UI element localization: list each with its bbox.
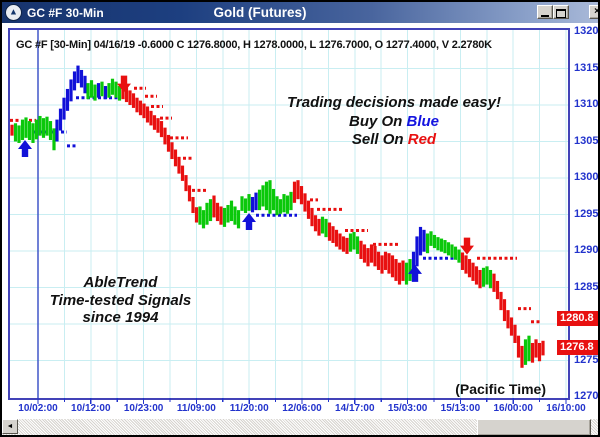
sell-arrow bbox=[117, 75, 131, 93]
annotation-line: Buy On Blue bbox=[348, 112, 440, 130]
price-axis-label: 1305 bbox=[574, 134, 599, 147]
annotation-abletrend: AbleTrend Time-tested Signals since 1994 bbox=[18, 274, 223, 327]
minimize-icon bbox=[541, 15, 549, 17]
scroll-left-icon: ◄ bbox=[6, 423, 14, 430]
time-axis-label: 15/13:00 bbox=[440, 403, 481, 414]
price-chart[interactable]: GC #F [30-Min] 04/16/19 -0.6000 C 1276.8… bbox=[8, 28, 570, 400]
sell-arrow bbox=[460, 237, 474, 255]
price-axis-label: 1320 bbox=[574, 25, 599, 37]
time-axis-label: 14/17:00 bbox=[335, 403, 375, 414]
time-axis-ticks bbox=[37, 398, 567, 404]
time-axis-label: 11/09:00 bbox=[176, 403, 216, 414]
buy-arrow bbox=[408, 264, 422, 282]
annotation-line: Trading decisions made easy! bbox=[287, 94, 501, 111]
time-axis-label: 15/03:00 bbox=[387, 403, 428, 414]
minimize-button[interactable] bbox=[537, 5, 553, 19]
price-axis-label: 1295 bbox=[574, 207, 599, 220]
time-axis-label: 10/12:00 bbox=[71, 403, 111, 414]
annotation-line: Sell On Red bbox=[351, 131, 437, 148]
price-tag: 1280.8 bbox=[557, 310, 598, 326]
quote-info-line: GC #F [30-Min] 04/16/19 -0.6000 C 1276.8… bbox=[16, 39, 492, 51]
annotation-line: AbleTrend bbox=[83, 274, 158, 291]
price-axis-label: 1270 bbox=[574, 390, 599, 402]
title-bar[interactable]: ▲ GC #F 30-Min Gold (Futures) × bbox=[2, 2, 598, 23]
scroll-left-button[interactable]: ◄ bbox=[2, 419, 18, 434]
price-axis-label: 1275 bbox=[574, 353, 599, 366]
price-axis-label: 1315 bbox=[574, 61, 599, 74]
time-axis-label: 10/23:00 bbox=[123, 403, 164, 414]
horizontal-scrollbar[interactable]: ◄ bbox=[2, 419, 598, 435]
maximize-icon bbox=[556, 8, 566, 18]
price-axis-label: 1300 bbox=[574, 171, 599, 183]
timezone-label: (Pacific Time) bbox=[455, 381, 546, 397]
price-axis-label: 1285 bbox=[574, 280, 599, 293]
maximize-button[interactable] bbox=[553, 5, 569, 19]
price-tag: 1276.8 bbox=[557, 339, 598, 355]
annotation-trading: Trading decisions made easy! Buy On Blue… bbox=[244, 94, 544, 150]
buy-arrow bbox=[242, 213, 256, 231]
chart-canvas bbox=[10, 30, 568, 398]
time-axis-label: 16/10:00 bbox=[546, 403, 586, 414]
price-axis-label: 1290 bbox=[574, 244, 599, 256]
close-icon: × bbox=[594, 6, 600, 17]
time-axis-label: 10/02:00 bbox=[18, 403, 58, 414]
scrollbar-thumb[interactable] bbox=[477, 419, 591, 435]
time-axis-label: 11/20:00 bbox=[229, 403, 269, 414]
time-axis-label: 12/06:00 bbox=[282, 403, 322, 414]
buy-arrow bbox=[18, 140, 32, 158]
close-button[interactable]: × bbox=[589, 5, 600, 19]
annotation-line: Time-tested Signals bbox=[49, 291, 192, 309]
app-logo-icon: ▲ bbox=[5, 4, 22, 21]
annotation-line: since 1994 bbox=[82, 309, 159, 326]
window-title-instrument: Gold (Futures) bbox=[213, 5, 307, 20]
window-title-symbol: GC #F 30-Min bbox=[27, 5, 104, 20]
price-axis-label: 1310 bbox=[574, 98, 599, 110]
time-axis-label: 16/00:00 bbox=[493, 403, 533, 414]
